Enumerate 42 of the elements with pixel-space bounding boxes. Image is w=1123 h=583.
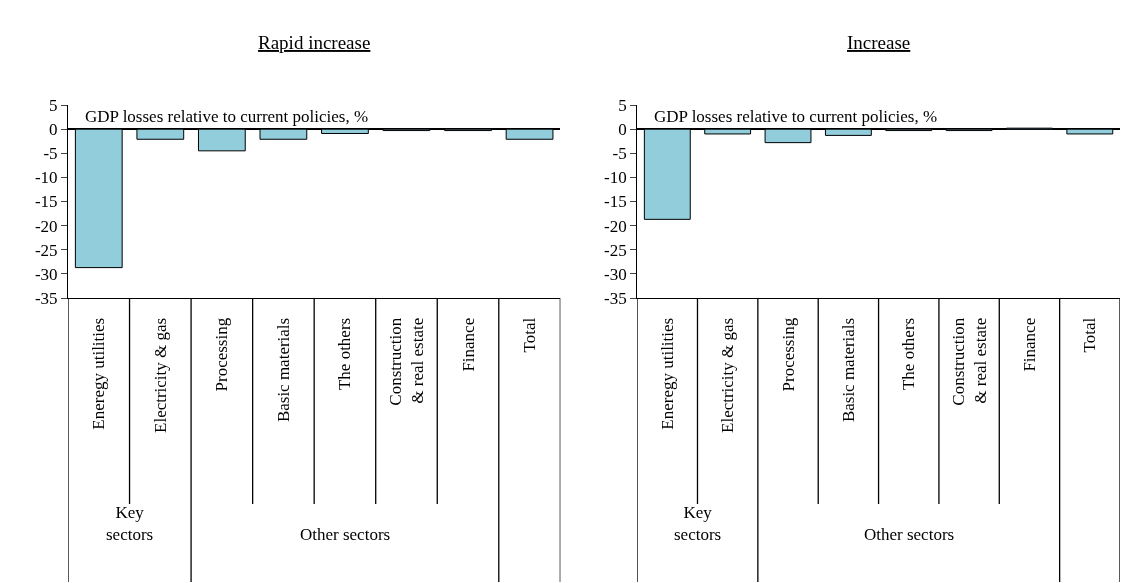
y-tick-label: -30 <box>604 264 627 284</box>
text: Key sectors <box>106 503 154 545</box>
x-tick-label: Electricity & gas <box>150 317 170 433</box>
x-tick-label: Processing <box>778 317 798 392</box>
chart-title: Rapid increase <box>258 32 371 53</box>
y-tick-label: -20 <box>34 216 58 236</box>
y-tick-label: -10 <box>34 168 58 188</box>
x-tick-label: Electricity & gas <box>718 317 738 433</box>
y-tick-label: -15 <box>34 192 58 212</box>
y-tick-label: -30 <box>34 264 58 284</box>
x-tick-label: Finance <box>458 317 478 372</box>
y-tick-label: 5 <box>49 95 58 115</box>
x-tick-label: Basic materials <box>273 317 293 423</box>
x-tick-label: Construction & real estate <box>948 317 990 406</box>
y-tick-label: -5 <box>612 144 627 164</box>
y-tick-label: 5 <box>618 95 627 115</box>
annotation: GDP losses relative to current policies, % <box>654 107 938 126</box>
y-tick-label: -10 <box>604 168 627 188</box>
x-tick-label: Total <box>520 317 540 353</box>
x-tick-label: The others <box>335 317 355 391</box>
x-tick-label: Total <box>1080 317 1100 353</box>
x-tick-label: Eneregy utilities <box>657 317 677 430</box>
text: Key sectors <box>674 503 722 545</box>
chart-title: Increase <box>847 32 911 53</box>
x-tick-label: Construction & real estate <box>385 317 428 406</box>
y-tick-label: -20 <box>604 216 627 236</box>
x-tick-label: Basic materials <box>838 317 858 423</box>
x-tick-label: Eneregy utilities <box>89 317 109 430</box>
x-tick-label: The others <box>899 317 919 391</box>
annotation: GDP losses relative to current policies, % <box>85 107 369 126</box>
x-tick-label: Processing <box>212 317 232 392</box>
x-tick-label: Finance <box>1019 317 1039 372</box>
y-tick-label: -35 <box>34 288 58 308</box>
text: Other sectors <box>864 525 955 544</box>
y-tick-label: 0 <box>618 120 627 140</box>
text: Other sectors <box>300 525 391 544</box>
y-tick-label: -25 <box>604 240 627 260</box>
y-tick-label: -15 <box>604 192 627 212</box>
y-tick-label: 0 <box>49 120 58 140</box>
y-tick-label: -35 <box>604 288 627 308</box>
y-tick-label: -5 <box>43 144 58 164</box>
y-tick-label: -25 <box>34 240 58 260</box>
